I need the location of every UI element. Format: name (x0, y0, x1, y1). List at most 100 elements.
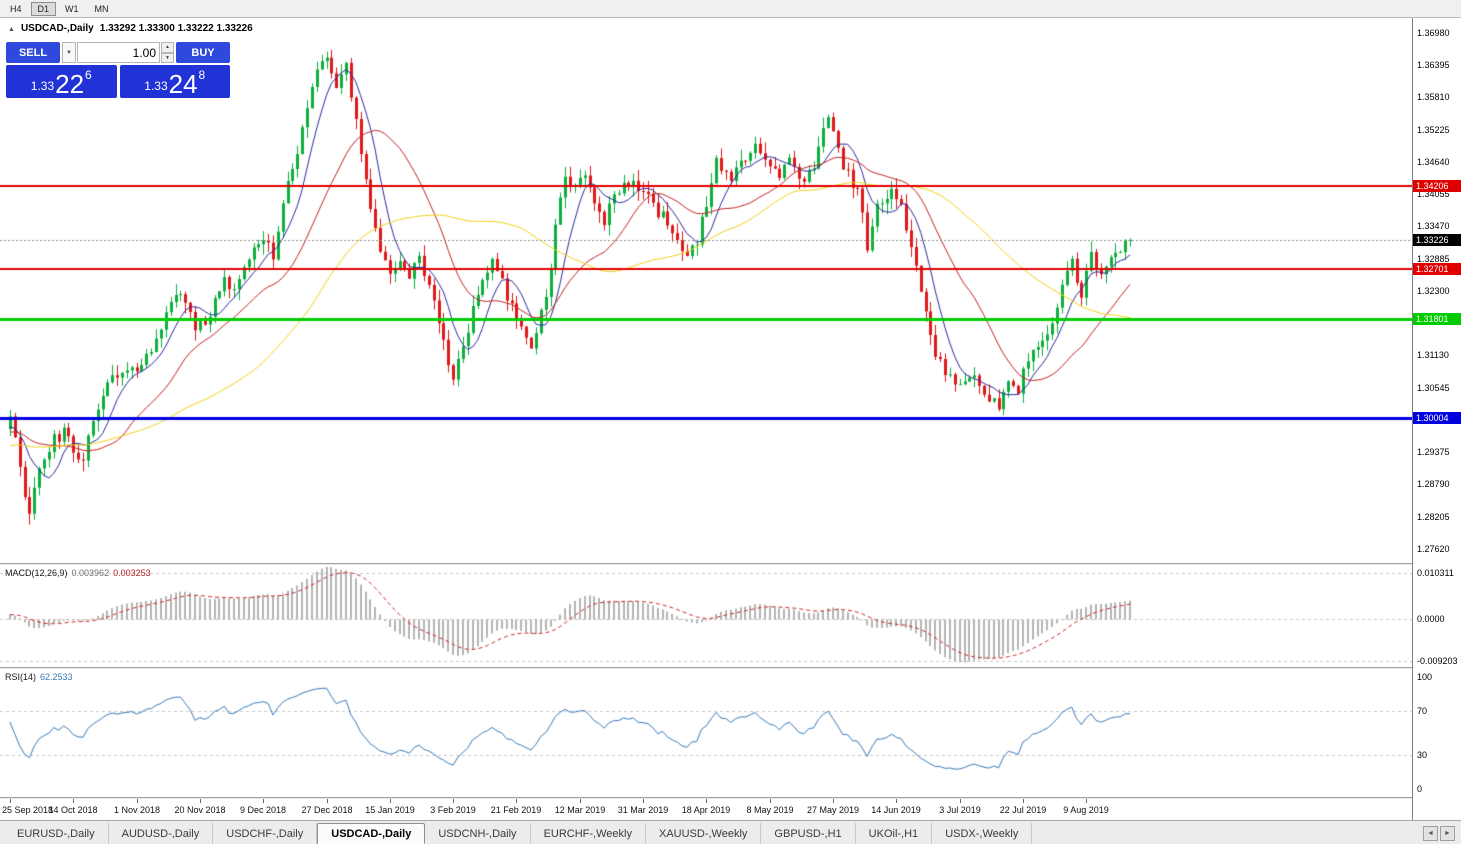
panel-divider[interactable] (0, 563, 1412, 565)
chart-tab-audusd-daily[interactable]: AUDUSD-,Daily (109, 823, 214, 844)
hline-price-tag[interactable]: 1.34206 (1413, 179, 1461, 192)
chart-symbol-title: USDCAD-,Daily (20, 23, 94, 34)
chart-header: ▲ USDCAD-,Daily 1.33292 1.33300 1.33222 … (8, 23, 253, 34)
tab-scroll-right-icon[interactable]: ► (1440, 826, 1455, 841)
volume-stepper: ▲ ▼ (161, 42, 174, 63)
date-axis-label: 25 Sep 2018 (2, 805, 54, 815)
date-axis-label: 3 Feb 2019 (430, 805, 476, 815)
date-axis-label: 31 Mar 2019 (617, 805, 669, 815)
tab-scroll-left-icon[interactable]: ◄ (1423, 826, 1438, 841)
date-axis-label: 27 May 2019 (806, 805, 860, 815)
volume-input[interactable] (77, 42, 160, 63)
hline-price-tag[interactable]: 1.30004 (1413, 411, 1461, 424)
date-axis-label: 14 Jun 2019 (871, 805, 921, 815)
buy-price-pips: 24 (168, 68, 198, 99)
rsi-canvas[interactable] (0, 669, 1412, 797)
volume-dropdown-button[interactable]: ▼ (62, 42, 76, 63)
date-axis-label: 22 Jul 2019 (999, 805, 1047, 815)
chart-tab-ukoil-h1[interactable]: UKOil-,H1 (856, 823, 933, 844)
price-axis-label: 1.28790 (1417, 479, 1450, 490)
panel-divider[interactable] (0, 667, 1412, 669)
rsi-name: RSI(14) (5, 672, 37, 682)
sell-price-prefix: 1.33 (30, 79, 55, 93)
price-axis-label: 1.34055 (1417, 189, 1450, 200)
chart-ohlc-values: 1.33292 1.33300 1.33222 1.33226 (99, 23, 253, 34)
chart-tab-usdcnh-daily[interactable]: USDCNH-,Daily (425, 823, 531, 844)
date-axis-tick (896, 799, 897, 803)
buy-price-prefix: 1.33 (144, 79, 168, 93)
hline-price-tag[interactable]: 1.32701 (1413, 262, 1461, 275)
date-axis-tick (1023, 799, 1024, 803)
price-axis-label: 1.32885 (1417, 253, 1450, 264)
rsi-axis-label: 100 (1417, 672, 1433, 682)
date-axis[interactable]: 25 Sep 2018 14 Oct 2018 1 Nov 2018 20 Nov 2… (0, 799, 1412, 820)
date-axis-tick (73, 799, 74, 803)
macd-panel: MACD(12,26,9) 0.003962 0.003253 (0, 565, 1412, 667)
rsi-axis-label: 30 (1417, 750, 1428, 761)
chart-tab-eurusd-daily[interactable]: EURUSD-,Daily (4, 823, 109, 844)
buy-price-point: 8 (198, 68, 206, 82)
buy-price-display[interactable]: 1.33 24 8 (119, 65, 230, 99)
hline-price-tag[interactable]: 1.31801 (1413, 312, 1461, 325)
timeframe-button-d1[interactable]: D1 (30, 1, 57, 16)
timeframe-button-h4[interactable]: H4 (10, 3, 22, 14)
price-axis[interactable]: 1.36980 1.36395 1.35810 1.35225 1.34640 1.340… (1412, 18, 1461, 820)
price-axis-label: 1.35810 (1417, 92, 1450, 103)
price-axis-label: 1.36980 (1417, 27, 1450, 38)
sell-button[interactable]: SELL (6, 42, 60, 63)
chart-tab-usdx-weekly[interactable]: USDX-,Weekly (932, 823, 1033, 844)
macd-axis-label: 0.010311 (1417, 568, 1454, 578)
timeframe-button-mn[interactable]: MN (94, 3, 109, 14)
sell-price-display[interactable]: 1.33 22 6 (6, 65, 117, 98)
date-axis-label: 18 Apr 2019 (681, 805, 731, 815)
date-axis-tick (327, 799, 328, 803)
macd-canvas[interactable] (0, 565, 1412, 667)
macd-signal-value: 0.003253 (113, 568, 151, 578)
rsi-axis-label: 70 (1417, 705, 1428, 716)
date-axis-label: 14 Oct 2018 (48, 805, 98, 815)
date-axis-tick (706, 799, 707, 803)
date-axis-tick (770, 799, 771, 803)
date-axis-tick (1086, 799, 1087, 803)
chart-tab-xauusd-weekly[interactable]: XAUUSD-,Weekly (646, 823, 762, 844)
tab-scroll-controls: ◄ ► (1423, 826, 1457, 841)
buy-button[interactable]: BUY (176, 42, 230, 63)
rsi-label: RSI(14) 62.2533 (5, 672, 73, 682)
chart-tab-usdcad-daily[interactable]: USDCAD-,Daily (317, 823, 426, 844)
date-axis-label: 9 Aug 2019 (1063, 805, 1109, 815)
price-axis-label: 1.31130 (1417, 350, 1449, 361)
price-axis-label: 1.33470 (1417, 221, 1450, 232)
chart-tab-bar: EURUSD-,Daily AUDUSD-,Daily USDCHF-,Daily U… (0, 820, 1461, 844)
chart-tab-eurchf-weekly[interactable]: EURCHF-,Weekly (531, 823, 646, 844)
chart-tab-usdchf-daily[interactable]: USDCHF-,Daily (213, 823, 318, 844)
one-click-collapse-icon[interactable]: ▲ (8, 26, 15, 33)
chart-tab-gbpusd-h1[interactable]: GBPUSD-,H1 (761, 823, 856, 844)
date-axis-tick (200, 799, 201, 803)
date-axis-label: 20 Nov 2018 (174, 805, 226, 815)
timeframe-button-w1[interactable]: W1 (65, 3, 79, 14)
date-axis-tick (263, 799, 264, 803)
timeframe-toolbar: H4 D1 W1 MN (0, 0, 1461, 18)
current-price-tag: 1.33226 (1413, 233, 1461, 246)
date-axis-tick (137, 799, 138, 803)
macd-name: MACD(12,26,9) (5, 568, 68, 578)
date-axis-tick (833, 799, 834, 803)
date-axis-tick (643, 799, 644, 803)
macd-axis-label: 0.0000 (1417, 614, 1445, 625)
price-axis-label: 1.34640 (1417, 156, 1450, 167)
price-axis-label: 1.27620 (1417, 543, 1450, 554)
price-axis-label: 1.30545 (1417, 382, 1450, 393)
date-axis-tick (10, 799, 11, 803)
price-chart-canvas[interactable] (0, 18, 1412, 563)
date-axis-label: 15 Jan 2019 (365, 805, 415, 815)
price-axis-label: 1.35225 (1417, 124, 1450, 135)
volume-decrease-button[interactable]: ▼ (161, 52, 174, 63)
macd-label: MACD(12,26,9) 0.003962 0.003253 (5, 568, 151, 578)
volume-increase-button[interactable]: ▲ (161, 42, 174, 53)
sell-price-pips: 22 (55, 68, 85, 99)
price-axis-label: 1.32300 (1417, 285, 1450, 296)
date-axis-label: 9 Dec 2018 (239, 805, 287, 815)
date-axis-label: 1 Nov 2018 (113, 805, 161, 815)
price-axis-label: 1.28205 (1417, 511, 1450, 522)
